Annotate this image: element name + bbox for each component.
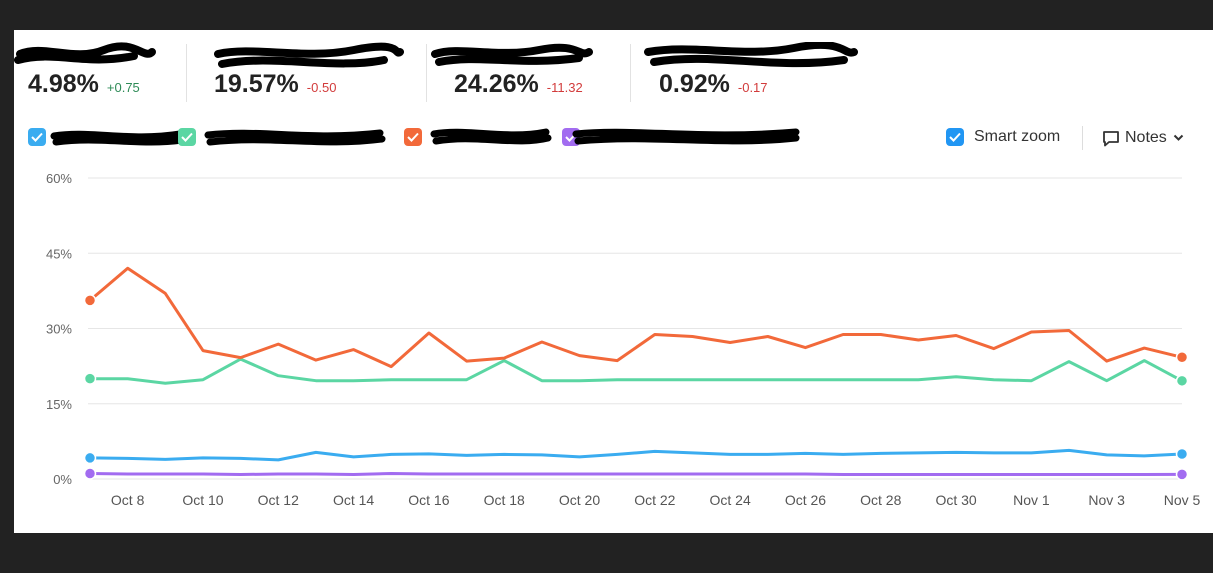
series-end-point-3 [1175, 351, 1189, 364]
series-end-point-1 [1175, 447, 1189, 461]
notes-label: Notes [1125, 129, 1167, 146]
x-tick-label: Nov 1 [1013, 492, 1050, 508]
chevron-down-icon [1173, 134, 1184, 141]
series-end-point-4 [1175, 468, 1189, 481]
x-tick-label: Oct 22 [634, 492, 675, 508]
divider [630, 44, 631, 102]
x-tick-label: Oct 26 [785, 492, 826, 508]
y-tick-label: 60% [46, 171, 72, 186]
divider [186, 44, 187, 102]
redacted-label-scribble [204, 129, 386, 146]
redacted-label-scribble [214, 42, 404, 68]
metric-delta: +0.75 [106, 80, 140, 95]
series-line-1 [88, 448, 1184, 462]
redacted-label-scribble [50, 130, 186, 146]
checkbox-checked-icon[interactable] [946, 128, 964, 146]
chart-panel: 4.98% +0.75 19.57% -0.50 24.26% -11.32 0.92… [14, 30, 1213, 533]
metric-delta: -0.50 [306, 80, 337, 95]
series-start-point-1 [83, 451, 97, 465]
x-tick-label: Nov 5 [1164, 492, 1201, 508]
x-tick-label: Oct 14 [333, 492, 374, 508]
checkbox-checked-icon[interactable] [28, 128, 46, 146]
x-tick-label: Nov 3 [1088, 492, 1125, 508]
series-start-point-4 [83, 467, 97, 480]
metric-delta: -0.17 [737, 80, 768, 95]
x-tick-label: Oct 8 [111, 492, 145, 508]
smart-zoom-label: Smart zoom [974, 128, 1061, 145]
notes-button[interactable]: Notes [1102, 127, 1184, 149]
metric-value: 24.26% -11.32 [454, 70, 583, 98]
x-tick-label: Oct 16 [408, 492, 449, 508]
metric-value: 0.92% -0.17 [659, 70, 768, 98]
series-start-point-3 [83, 294, 97, 307]
x-tick-label: Oct 10 [182, 492, 223, 508]
redacted-label-scribble [430, 128, 552, 145]
x-tick-label: Oct 20 [559, 492, 600, 508]
redacted-label-scribble [431, 43, 593, 66]
metric-value: 19.57% -0.50 [214, 70, 337, 98]
checkbox-checked-icon[interactable] [404, 128, 422, 146]
x-tick-label: Oct 30 [935, 492, 976, 508]
series-line-4 [88, 472, 1184, 476]
checkbox-checked-icon[interactable] [178, 128, 196, 146]
y-tick-label: 0% [53, 472, 72, 487]
y-tick-label: 45% [46, 246, 72, 261]
metric-value: 4.98% +0.75 [28, 70, 140, 98]
series-end-point-2 [1175, 374, 1189, 388]
x-tick-label: Oct 24 [710, 492, 751, 508]
x-tick-label: Oct 12 [258, 492, 299, 508]
redacted-label-scribble [644, 42, 858, 68]
redacted-label-scribble [14, 42, 156, 64]
divider [1082, 126, 1083, 150]
divider [426, 44, 427, 102]
y-tick-label: 15% [46, 397, 72, 412]
line-chart[interactable]: 60% 45% 30% 15% 0% Oct 8 Oct 10 Oct 12 Oct 14 Oct… [14, 30, 1213, 520]
series-line-2 [88, 357, 1184, 385]
metric-delta: -11.32 [546, 80, 583, 95]
series-start-point-2 [83, 372, 97, 385]
x-tick-label: Oct 28 [860, 492, 901, 508]
series-line-3 [88, 266, 1184, 369]
x-tick-label: Oct 18 [484, 492, 525, 508]
y-tick-label: 30% [46, 322, 72, 337]
comment-icon [1103, 130, 1119, 146]
redacted-label-scribble [572, 128, 800, 145]
